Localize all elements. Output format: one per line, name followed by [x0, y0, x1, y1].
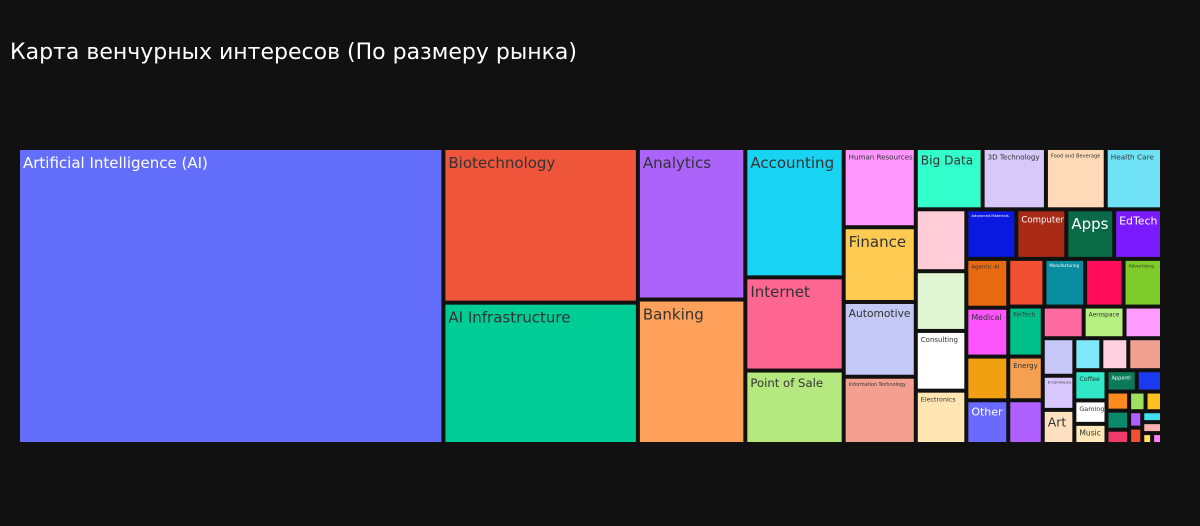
tile [1044, 377, 1073, 408]
tile-label: 3D Technology [988, 152, 1040, 161]
tile [917, 150, 981, 208]
tile [1076, 425, 1105, 442]
tile [1131, 413, 1141, 426]
tile [1010, 308, 1041, 355]
tile [1018, 211, 1065, 257]
tile-label: AI Infrastructure [448, 308, 570, 326]
tile [968, 309, 1007, 355]
tile-label: Consulting [921, 336, 958, 344]
tile [1047, 150, 1104, 208]
tile [1044, 340, 1073, 374]
tile [1076, 372, 1105, 399]
tile-label: Health Care [1111, 152, 1155, 161]
tile [1010, 260, 1043, 305]
tile [1010, 402, 1041, 442]
tile-label: Computer [1021, 215, 1064, 225]
tile [445, 150, 636, 301]
tile-label: E-Commerce [1048, 381, 1072, 385]
tile [1131, 393, 1144, 410]
tile-label: EdTech [1119, 214, 1157, 227]
tile [639, 150, 744, 298]
tile [1076, 340, 1100, 369]
tile [845, 150, 914, 226]
tile [917, 211, 965, 270]
tile-label: Agentic AI [971, 265, 999, 271]
tile-label: Point of Sale [750, 376, 823, 390]
tile-label: Artificial Intelligence (AI) [23, 154, 208, 172]
tile-label: Coffee [1079, 375, 1100, 383]
tile [747, 372, 842, 442]
tile [1125, 260, 1160, 305]
tile [747, 279, 842, 369]
tile-label: Information Technology [849, 382, 906, 388]
tile-label: Apps [1071, 215, 1108, 233]
tile [845, 303, 914, 375]
tile-label: Analytics [643, 154, 711, 172]
tile-label: Finance [849, 233, 906, 251]
tile-label: Big Data [921, 154, 973, 168]
tile-label: Energy [1013, 362, 1038, 370]
tile-label: Human Resources [849, 152, 913, 161]
tile-label: Electronics [921, 395, 957, 403]
chart-title: Карта венчурных интересов (По размеру ры… [10, 40, 577, 65]
tile-label: Medical [971, 313, 1001, 322]
tile-label: Accounting [750, 154, 834, 172]
tile [1154, 435, 1160, 442]
tile-label: Advanced Materials [971, 213, 1008, 218]
tile-label: Other [971, 406, 1003, 419]
tile [1126, 308, 1160, 337]
tile [1044, 411, 1073, 442]
tile [1085, 308, 1123, 337]
tile [1087, 260, 1122, 305]
tile [917, 392, 965, 442]
tile [968, 211, 1015, 257]
tile [984, 150, 1044, 208]
tile [1108, 372, 1135, 390]
tile [968, 358, 1007, 399]
tile [917, 332, 965, 389]
tile [1108, 412, 1128, 428]
tile [1044, 308, 1082, 337]
tile [845, 378, 914, 442]
tile [445, 304, 636, 442]
tile [1108, 393, 1128, 409]
tile [1138, 372, 1160, 390]
tile [639, 301, 744, 442]
tile [1144, 435, 1151, 442]
tile-label: Gaming [1079, 405, 1104, 413]
tile [1010, 358, 1041, 399]
tile-label: FinTech [1013, 312, 1035, 319]
tile-label: Art [1048, 415, 1067, 430]
tile [1108, 431, 1128, 442]
tile-label: Banking [643, 305, 704, 323]
tile [1068, 211, 1113, 257]
tile [1147, 393, 1160, 410]
tile [1076, 402, 1105, 422]
tile [1130, 340, 1160, 369]
tile-label: Internet [750, 283, 810, 301]
tile [968, 260, 1007, 306]
tile [1144, 413, 1160, 421]
tile-label: Food and Beverage [1051, 153, 1100, 159]
tile-label: Advertising [1129, 264, 1155, 270]
tile-label: Apparel [1111, 375, 1130, 381]
tile-label: Manufacturing [1049, 263, 1079, 268]
tile [845, 229, 914, 300]
tile-label: Music [1079, 429, 1101, 438]
tile [1144, 424, 1160, 432]
tile [1107, 150, 1160, 208]
tile-label: Biotechnology [448, 154, 555, 172]
tile-label: Automotive [849, 307, 911, 320]
tile [968, 402, 1007, 442]
tile [747, 150, 842, 276]
tile [917, 273, 965, 329]
tile-label: Aerospace [1089, 313, 1120, 319]
tile [20, 150, 442, 442]
tile [1103, 340, 1127, 369]
tile [1116, 211, 1160, 257]
tile [1131, 429, 1141, 442]
tile [1046, 260, 1084, 305]
